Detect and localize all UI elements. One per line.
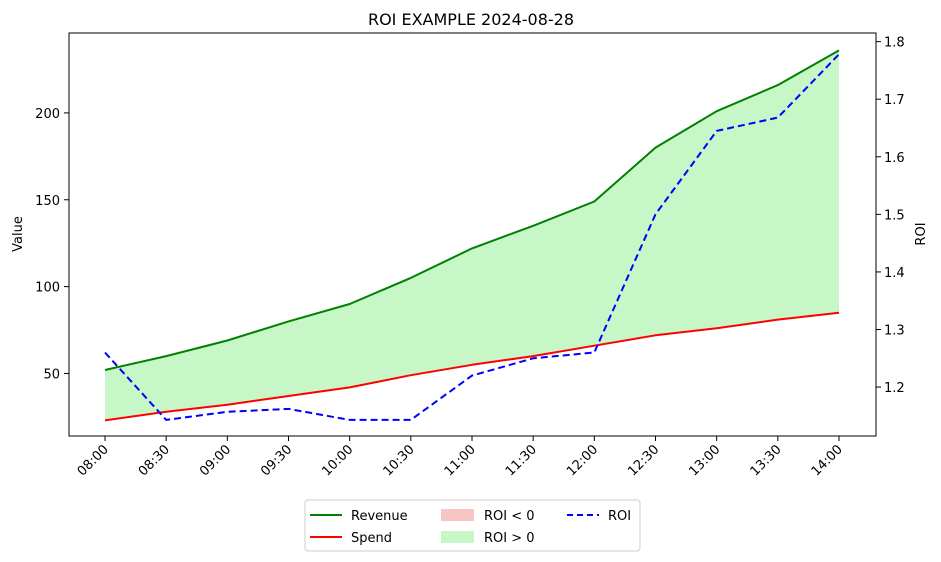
y2-tick-label: 1.4	[884, 266, 905, 281]
x-axis: 08:00 08:30 09:00 09:30 10:00 10:30 11:00 11:30…	[75, 436, 846, 479]
x-tick-label: 12:00	[564, 442, 601, 479]
y-tick-label: 150	[35, 194, 60, 209]
x-tick-label: 10:00	[319, 442, 356, 479]
x-tick-label: 13:30	[748, 442, 785, 479]
chart-title: ROI EXAMPLE 2024-08-28	[368, 10, 574, 29]
legend-swatch-roi-positive	[441, 531, 474, 543]
legend-box	[304, 499, 641, 552]
series-line-roi	[104, 53, 840, 421]
x-tick-label: 09:00	[197, 442, 234, 479]
x-tick-label: 14:00	[809, 442, 846, 479]
x-tick-label: 12:30	[625, 442, 662, 479]
fill-area-layer	[105, 50, 839, 421]
series-line-layer	[104, 49, 840, 422]
legend-label-roi: ROI	[608, 509, 631, 524]
y2-axis-label: ROI	[914, 222, 929, 245]
x-tick-label: 13:00	[686, 442, 723, 479]
x-tick-label: 11:30	[503, 442, 540, 479]
y2-tick-label: 1.6	[884, 151, 905, 166]
x-tick-label: 09:30	[258, 442, 295, 479]
y-axis-left: 50 100 150 200	[35, 107, 69, 382]
y2-tick-label: 1.3	[884, 323, 905, 338]
y-tick-label: 50	[43, 367, 60, 382]
y-axis-right: 1.2 1.3 1.4 1.5 1.6 1.7 1.8	[876, 36, 905, 396]
legend: Revenue Spend ROI < 0 ROI > 0 ROI	[304, 499, 641, 552]
x-tick-label: 08:30	[136, 442, 173, 479]
y2-tick-label: 1.2	[884, 381, 905, 396]
legend-label-roi-positive: ROI > 0	[484, 531, 535, 546]
legend-label-spend: Spend	[351, 531, 392, 546]
legend-label-revenue: Revenue	[351, 509, 408, 524]
legend-label-roi-negative: ROI < 0	[484, 509, 535, 524]
y2-tick-label: 1.5	[884, 208, 905, 223]
legend-swatch-roi-negative	[441, 509, 474, 521]
y-tick-label: 100	[35, 281, 60, 296]
y-axis-label: Value	[11, 216, 26, 252]
roi-positive-fill	[105, 50, 839, 421]
y2-tick-label: 1.8	[884, 36, 905, 51]
series-line-revenue	[104, 49, 840, 371]
y2-tick-label: 1.7	[884, 93, 905, 108]
x-tick-label: 10:30	[381, 442, 418, 479]
series-line-spend	[104, 311, 840, 422]
x-tick-label: 08:00	[75, 442, 112, 479]
x-tick-label: 11:00	[442, 442, 479, 479]
y-tick-label: 200	[35, 107, 60, 122]
